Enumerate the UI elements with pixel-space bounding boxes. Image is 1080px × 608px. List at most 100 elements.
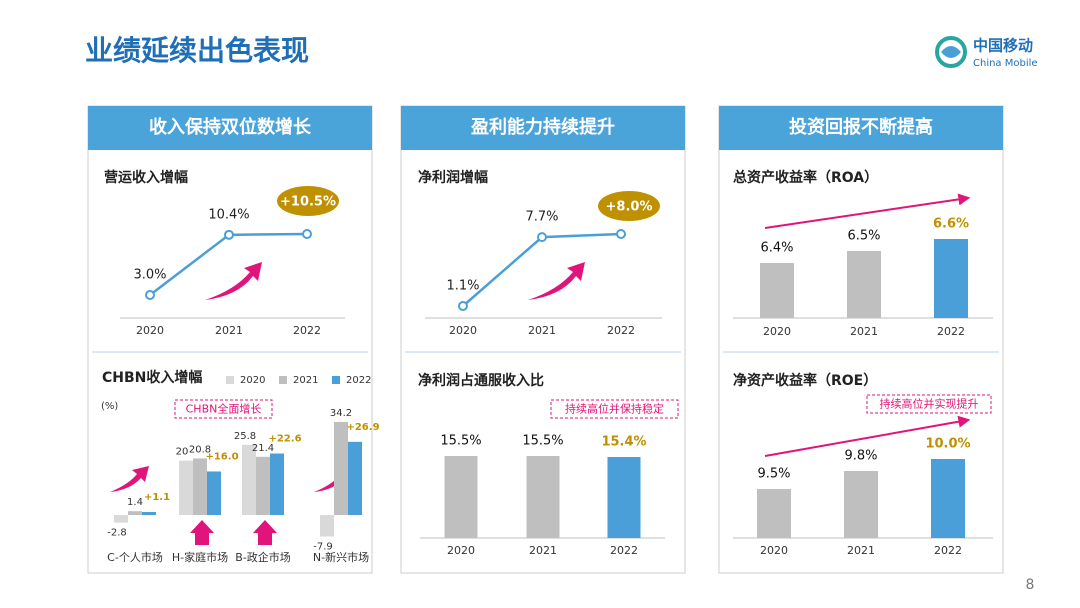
x-tick-label: 2021 xyxy=(528,324,556,337)
chart-title: 净资产收益率（ROE） xyxy=(733,372,877,389)
up-arrow xyxy=(190,520,214,545)
bar xyxy=(242,444,256,515)
annotation-box xyxy=(550,399,679,419)
x-tick-label: 2022 xyxy=(610,544,638,557)
logo-cn: 中国移动 xyxy=(973,37,1033,55)
point xyxy=(458,301,468,311)
bar xyxy=(348,441,362,515)
data-label: 20.8 xyxy=(189,444,211,455)
bar xyxy=(931,459,965,538)
bar xyxy=(128,511,142,515)
data-label: 1.1% xyxy=(446,279,479,294)
data-label: 21.4 xyxy=(252,443,274,454)
x-tick-label: 2021 xyxy=(847,544,875,557)
point xyxy=(537,232,547,243)
legend-label: 2021 xyxy=(293,375,318,386)
decorations xyxy=(110,193,971,545)
data-label: 1.4 xyxy=(127,497,143,508)
x-tick-label: 2021 xyxy=(850,325,878,338)
bar xyxy=(760,263,794,318)
x-tick-label: H-家庭市场 xyxy=(172,550,228,564)
legend-label: 2022 xyxy=(346,375,371,386)
data-label: 6.6% xyxy=(933,217,969,232)
annotation: 持续高位并实现提升 xyxy=(880,397,979,411)
panel-title: 投资回报不断提高 xyxy=(789,116,933,138)
logo: 中国移动 China Mobile xyxy=(935,36,1038,69)
data-label: 9.8% xyxy=(844,449,877,464)
unit: (%) xyxy=(101,401,118,412)
point xyxy=(224,229,234,240)
data-label: 3.0% xyxy=(133,268,166,283)
bar xyxy=(256,456,270,515)
legend-swatch xyxy=(279,376,287,384)
page-number: 8 xyxy=(1026,577,1035,593)
data-label: 10.4% xyxy=(208,207,249,222)
legend-swatch xyxy=(226,376,234,384)
x-tick-label: 2022 xyxy=(607,324,635,337)
data-label: 6.4% xyxy=(760,241,793,256)
bar xyxy=(444,456,478,538)
point xyxy=(302,229,312,239)
x-tick-label: 2021 xyxy=(215,324,243,337)
bar xyxy=(934,239,968,318)
logo-en: China Mobile xyxy=(973,58,1038,69)
panel-header xyxy=(401,106,685,150)
legend-label: 2020 xyxy=(240,375,265,386)
bar xyxy=(320,515,334,537)
bar xyxy=(757,489,791,538)
data-label: 15.4% xyxy=(601,435,646,450)
x-tick-label: C-个人市场 xyxy=(107,550,163,564)
callout xyxy=(277,186,339,216)
x-tick-label: 2020 xyxy=(760,544,788,557)
logo-icon xyxy=(941,46,961,58)
data-label: +8.0% xyxy=(606,200,653,215)
bar xyxy=(526,456,560,538)
point xyxy=(616,229,626,239)
panel-header xyxy=(719,106,1003,150)
panel-title: 盈利能力持续提升 xyxy=(470,116,615,138)
x-tick-label: 2022 xyxy=(293,324,321,337)
x-tick-label: 2020 xyxy=(447,544,475,557)
data-label: 25.8 xyxy=(234,431,256,442)
data-label: -7.9 xyxy=(313,541,333,552)
data-label: +10.5% xyxy=(280,195,336,210)
data-label: -2.8 xyxy=(107,528,127,539)
annotation: CHBN全面增长 xyxy=(186,402,262,416)
data-label: 20 xyxy=(176,447,189,458)
x-tick-label: 2022 xyxy=(937,325,965,338)
trend-arrow xyxy=(528,262,585,300)
data-label: 34.2 xyxy=(330,408,352,419)
data-label: +1.1 xyxy=(144,492,170,503)
bar xyxy=(334,421,348,515)
bar xyxy=(207,471,221,515)
x-tick-label: 2020 xyxy=(136,324,164,337)
bar xyxy=(847,251,881,318)
data-label: 10.0% xyxy=(925,437,970,452)
bar xyxy=(193,458,207,515)
x-tick-label: 2020 xyxy=(449,324,477,337)
data-label: 9.5% xyxy=(757,467,790,482)
annotation-box xyxy=(866,394,992,414)
data-label: +22.6 xyxy=(268,434,301,445)
bar xyxy=(607,457,641,538)
up-arrow xyxy=(253,520,277,545)
callout xyxy=(598,191,660,221)
bar xyxy=(270,453,284,515)
panels: 收入保持双位数增长 盈利能力持续提升 投资回报不断提高 xyxy=(87,105,1004,574)
data-label: 7.7% xyxy=(525,210,558,225)
trend-arrow xyxy=(205,262,262,300)
trend-arrow xyxy=(764,415,971,457)
data-label: 6.5% xyxy=(847,229,880,244)
legend-swatch xyxy=(332,376,340,384)
point xyxy=(145,290,155,300)
slide-title: 业绩延续出色表现 xyxy=(85,34,309,67)
annotation: 持续高位并保持稳定 xyxy=(565,402,664,416)
data-label: +16.0 xyxy=(205,451,238,462)
annotation-box xyxy=(174,399,273,419)
logo-icon xyxy=(935,36,967,68)
x-tick-label: 2022 xyxy=(934,544,962,557)
x-tick-label: N-新兴市场 xyxy=(313,550,369,564)
chart-title: 营运收入增幅 xyxy=(104,169,188,186)
panel-header xyxy=(88,106,372,150)
